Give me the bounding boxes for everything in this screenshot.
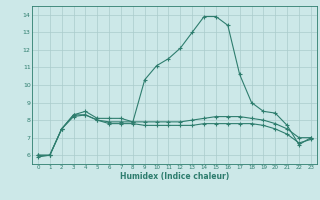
- X-axis label: Humidex (Indice chaleur): Humidex (Indice chaleur): [120, 172, 229, 181]
